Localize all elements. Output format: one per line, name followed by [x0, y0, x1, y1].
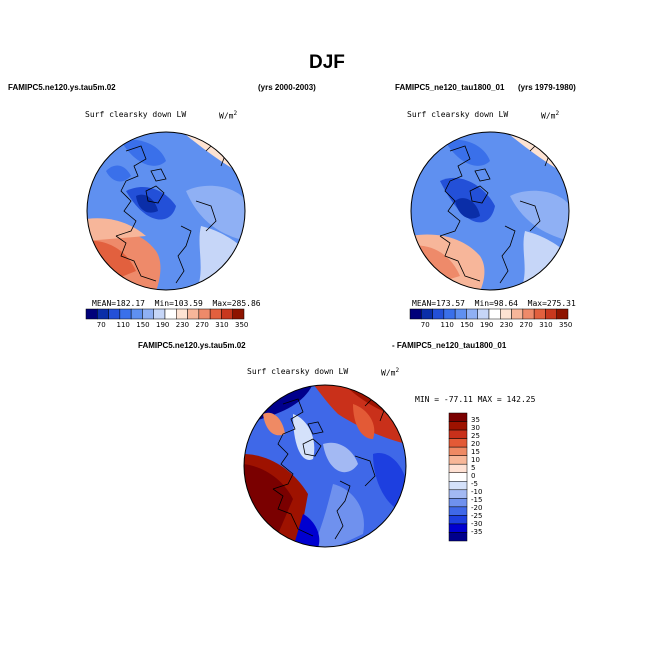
colorbar-swatch: [448, 438, 468, 448]
panel2-stats: MEAN=173.57 Min=98.64 Max=275.31: [412, 299, 576, 308]
panel1-colorbar: [85, 308, 245, 320]
colorbar-swatch: [448, 472, 468, 482]
colorbar-tick-label: 0: [471, 472, 476, 480]
colorbar-tick-label: 230: [499, 321, 514, 329]
panel2-colorbar: [409, 308, 569, 320]
diff-colorbar: [448, 412, 468, 542]
figure-title: DJF: [309, 52, 345, 73]
panel2-units: W/m2: [541, 110, 560, 121]
colorbar-swatch: [130, 308, 143, 320]
colorbar-tick-label: -35: [471, 528, 483, 536]
panel2-case-name: FAMIPC5_ne120_tau1800_01: [395, 83, 505, 92]
colorbar-tick-label: -25: [471, 512, 483, 520]
colorbar-swatch: [448, 412, 468, 422]
colorbar-tick-label: 350: [235, 321, 249, 329]
colorbar-tick-label: 150: [460, 321, 474, 329]
panel1-stats: MEAN=182.17 Min=103.59 Max=285.86: [92, 299, 261, 308]
colorbar-swatch: [119, 308, 132, 320]
colorbar-swatch: [522, 308, 535, 320]
colorbar-tick-label: -10: [471, 488, 483, 496]
diff-case-b: - FAMIPC5_ne120_tau1800_01: [392, 341, 507, 350]
colorbar-tick-label: -15: [471, 496, 483, 504]
colorbar-swatch: [448, 446, 468, 456]
panel2-polar-map: [410, 131, 570, 291]
colorbar-swatch: [164, 308, 177, 320]
colorbar-swatch: [488, 308, 501, 320]
panel1-units: W/m2: [219, 110, 238, 121]
panel1-case-name: FAMIPC5.ne120.ys.tau5m.02: [8, 83, 116, 92]
colorbar-tick-label: 110: [440, 321, 454, 329]
panel2-variable: Surf clearsky down LW: [407, 110, 509, 119]
colorbar-swatch: [232, 308, 245, 320]
diff-polar-map: [243, 384, 407, 548]
colorbar-swatch: [153, 308, 166, 320]
colorbar-swatch: [511, 308, 524, 320]
diff-stats: MIN = -77.11 MAX = 142.25: [415, 395, 536, 404]
panel1-years: (yrs 2000-2003): [258, 83, 316, 92]
colorbar-swatch: [448, 506, 468, 516]
colorbar-tick-label: 270: [519, 321, 533, 329]
colorbar-swatch: [108, 308, 121, 320]
colorbar-swatch: [556, 308, 569, 320]
colorbar-swatch: [448, 532, 468, 542]
colorbar-swatch: [187, 308, 200, 320]
colorbar-swatch: [142, 308, 154, 320]
colorbar-swatch: [448, 429, 468, 439]
colorbar-swatch: [477, 308, 490, 320]
colorbar-tick-label: 110: [116, 321, 130, 329]
colorbar-swatch: [454, 308, 467, 320]
panel1-variable: Surf clearsky down LW: [85, 110, 187, 119]
colorbar-swatch: [97, 308, 109, 320]
colorbar-tick-label: 20: [471, 440, 480, 448]
colorbar-swatch: [432, 308, 445, 320]
colorbar-tick-label: 15: [471, 448, 480, 456]
diff-case-a: FAMIPC5.ne120.ys.tau5m.02: [138, 341, 246, 350]
colorbar-swatch: [448, 455, 468, 465]
colorbar-swatch: [500, 308, 512, 320]
colorbar-swatch: [409, 308, 422, 320]
colorbar-swatch: [533, 308, 546, 320]
colorbar-tick-label: 190: [480, 321, 494, 329]
colorbar-tick-label: 150: [136, 321, 150, 329]
colorbar-swatch: [209, 308, 222, 320]
colorbar-tick-label: 25: [471, 432, 480, 440]
colorbar-swatch: [443, 308, 456, 320]
colorbar-tick-label: 230: [175, 321, 190, 329]
colorbar-tick-label: 70: [96, 321, 106, 329]
colorbar-swatch: [421, 308, 433, 320]
colorbar-tick-label: 30: [471, 424, 480, 432]
panel1-polar-map: [86, 131, 246, 291]
colorbar-tick-label: 35: [471, 416, 480, 424]
colorbar-tick-label: 70: [420, 321, 430, 329]
colorbar-swatch: [448, 481, 468, 491]
colorbar-swatch: [448, 515, 468, 525]
colorbar-tick-label: -30: [471, 520, 483, 528]
diff-units: W/m2: [381, 367, 400, 378]
colorbar-swatch: [466, 308, 478, 320]
colorbar-swatch: [545, 308, 557, 320]
colorbar-swatch: [448, 421, 468, 431]
colorbar-tick-label: 350: [559, 321, 573, 329]
colorbar-swatch: [448, 523, 468, 533]
colorbar-tick-label: -5: [471, 480, 478, 488]
colorbar-swatch: [221, 308, 233, 320]
colorbar-tick-label: 270: [195, 321, 209, 329]
colorbar-swatch: [448, 489, 468, 499]
colorbar-swatch: [198, 308, 211, 320]
diff-variable: Surf clearsky down LW: [247, 367, 349, 376]
colorbar-tick-label: 190: [156, 321, 170, 329]
colorbar-tick-label: 310: [539, 321, 553, 329]
colorbar-tick-label: -20: [471, 504, 483, 512]
colorbar-swatch: [85, 308, 98, 320]
colorbar-tick-label: 10: [471, 456, 480, 464]
panel2-years: (yrs 1979-1980): [518, 83, 576, 92]
colorbar-tick-label: 310: [215, 321, 229, 329]
colorbar-tick-label: 5: [471, 464, 476, 472]
colorbar-swatch: [176, 308, 188, 320]
colorbar-swatch: [448, 463, 468, 473]
colorbar-swatch: [448, 498, 468, 508]
